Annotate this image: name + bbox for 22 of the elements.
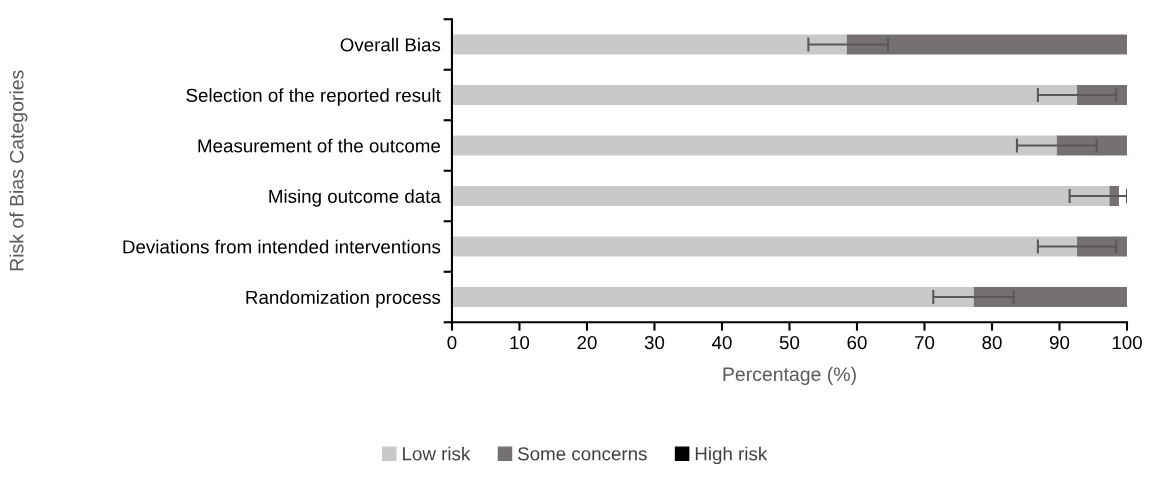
- x-tick-label: 50: [779, 335, 800, 350]
- legend-label: Low risk: [403, 446, 471, 461]
- x-tick-label: 100: [1112, 335, 1142, 350]
- x-tick-label: 40: [711, 335, 732, 350]
- x-axis-title: Percentage (%): [723, 366, 856, 385]
- x-tick-label: 90: [1049, 335, 1070, 350]
- x-tick-label: 0: [447, 335, 457, 350]
- x-tick-label: 30: [644, 335, 665, 350]
- y-axis-title: Risk of Bias Categories: [9, 70, 28, 271]
- x-tick-label: 10: [510, 335, 530, 350]
- x-tick-label: 60: [847, 335, 867, 350]
- y-tick-label: Mising outcome data: [269, 189, 441, 207]
- y-tick-label: Overall Bias: [340, 37, 441, 52]
- x-tick-label: 20: [577, 335, 597, 350]
- y-tick-label: Deviations from intended interventions: [123, 239, 441, 254]
- y-tick-label: Measurement of the outcome: [198, 138, 441, 153]
- legend-label: High risk: [695, 446, 768, 465]
- legend-label: Some concerns: [518, 447, 647, 461]
- y-tick-label: Randomization process: [246, 290, 441, 308]
- x-tick-label: 70: [915, 335, 935, 350]
- x-tick-label: 80: [982, 335, 1002, 350]
- y-tick-label: Selection of the reported result: [186, 88, 441, 106]
